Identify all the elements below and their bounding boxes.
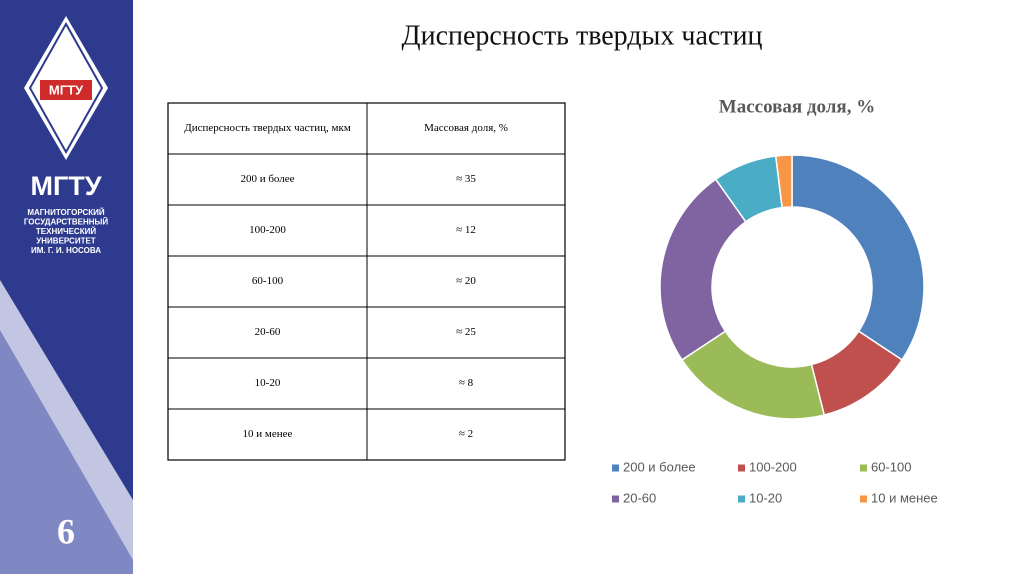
- slide-title: Дисперсность твердых частиц: [401, 20, 762, 51]
- table-cell: ≈ 2: [459, 428, 473, 440]
- legend-swatch: [738, 495, 745, 503]
- table-cell: ≈ 35: [456, 173, 476, 185]
- chart-title: Массовая доля, %: [719, 96, 875, 117]
- table-cell: 20-60: [255, 326, 281, 338]
- table-cell: ≈ 20: [456, 275, 476, 287]
- university-line: ТЕХНИЧЕСКИЙ: [36, 227, 96, 236]
- table-cell: ≈ 8: [459, 377, 474, 389]
- legend-label: 100-200: [749, 459, 797, 474]
- page-number: 6: [57, 511, 75, 551]
- donut-segment: [659, 178, 747, 361]
- table-cell: ≈ 25: [456, 326, 476, 338]
- table-header: Дисперсность твердых частиц, мкм: [184, 122, 351, 134]
- university-line: ИМ. Г. И. НОСОВА: [31, 246, 101, 255]
- table-header: Массовая доля, %: [424, 122, 508, 134]
- table-cell: 200 и более: [240, 173, 294, 185]
- table-cell: 60-100: [252, 275, 284, 287]
- brand: МГТУ: [30, 171, 102, 201]
- donut-segment: [774, 154, 793, 209]
- legend-swatch: [612, 495, 619, 503]
- table-cell: 10-20: [255, 377, 281, 389]
- sidebar-stripe: [0, 330, 133, 574]
- table-cell: 100-200: [249, 224, 286, 236]
- donut-segment: [791, 154, 925, 361]
- legend-label: 20-60: [623, 490, 656, 505]
- legend-label: 60-100: [871, 459, 911, 474]
- university-line: УНИВЕРСИТЕТ: [36, 237, 96, 246]
- legend-swatch: [860, 495, 867, 503]
- legend-label: 200 и более: [623, 459, 696, 474]
- table-cell: ≈ 12: [456, 224, 476, 236]
- university-line: МАГНИТОГОРСКИЙ: [27, 208, 105, 217]
- table-cell: 10 и менее: [243, 428, 293, 440]
- legend-swatch: [738, 464, 745, 472]
- logo-border: [28, 21, 104, 155]
- legend-label: 10 и менее: [871, 490, 938, 505]
- legend-swatch: [612, 464, 619, 472]
- logo-text: МГТУ: [49, 82, 84, 97]
- legend-swatch: [860, 464, 867, 472]
- university-line: ГОСУДАРСТВЕННЫЙ: [24, 218, 108, 227]
- logo-plate: [40, 80, 92, 100]
- legend-label: 10-20: [749, 490, 782, 505]
